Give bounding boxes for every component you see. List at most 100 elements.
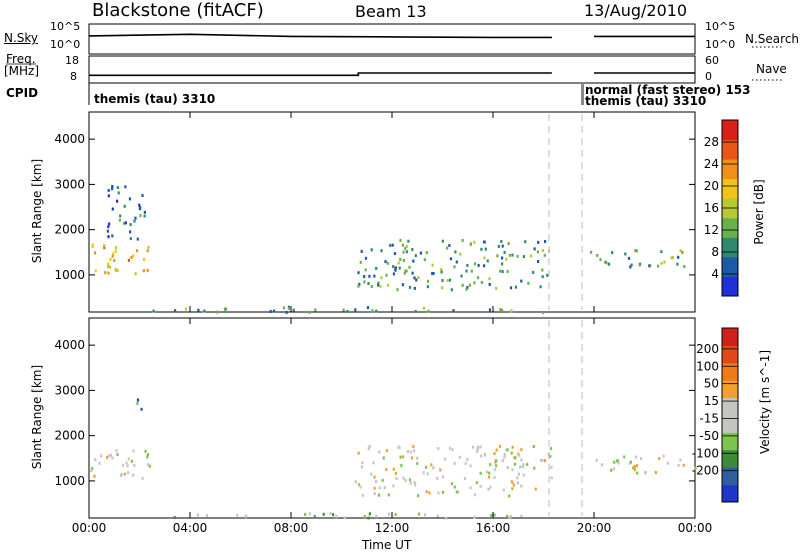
- echo-cell: [364, 256, 368, 260]
- colorbar-segment: [722, 484, 738, 503]
- echo-cell: [387, 512, 391, 516]
- colorbar-tick-label: -50: [699, 429, 719, 443]
- echo-cell: [393, 252, 396, 256]
- echo-cell: [196, 513, 199, 517]
- echo-cell: [444, 457, 447, 461]
- echo-cell: [116, 199, 119, 203]
- line-series: [88, 33, 695, 39]
- echo-cell: [119, 473, 122, 477]
- echo-cell: [590, 250, 593, 254]
- echo-cell: [139, 214, 142, 218]
- echo-cell: [132, 254, 135, 258]
- echo-cell: [404, 479, 407, 482]
- echo-cell: [459, 252, 462, 256]
- echo-cell: [495, 464, 498, 468]
- echo-cell: [466, 286, 469, 289]
- echo-cell: [425, 490, 428, 494]
- echo-cell: [361, 461, 364, 465]
- echo-cell: [409, 481, 412, 485]
- colorbar-tick-label: 15: [704, 394, 719, 408]
- echo-cell: [501, 262, 504, 266]
- echo-cell: [366, 306, 370, 310]
- echo-cell: [417, 276, 420, 280]
- echo-cell: [402, 250, 405, 254]
- echo-cell: [480, 454, 483, 458]
- echo-cell: [107, 454, 110, 458]
- echo-cell: [493, 468, 496, 472]
- echo-cell: [501, 270, 504, 274]
- echo-cell: [335, 515, 338, 518]
- echo-cell: [130, 256, 133, 259]
- echo-cell: [503, 455, 506, 459]
- echo-cell: [502, 488, 505, 492]
- echo-cell: [487, 475, 491, 479]
- echo-cell: [380, 276, 383, 280]
- echo-cell: [143, 257, 146, 261]
- echo-cell: [537, 260, 540, 263]
- echo-cell: [385, 468, 388, 472]
- echo-cell: [464, 462, 467, 466]
- colorbar-segment: [722, 328, 738, 346]
- echo-cell: [521, 465, 524, 469]
- echo-cell: [522, 473, 525, 477]
- echo-cell: [417, 512, 420, 516]
- echo-cell: [510, 309, 513, 313]
- echo-cell: [117, 191, 120, 195]
- echo-cell: [111, 254, 114, 258]
- echo-cell: [506, 448, 509, 452]
- echo-cell: [483, 240, 486, 244]
- station-title: Blackstone (fitACF): [92, 0, 264, 21]
- cpid-right-top-text: normal (fast stereo) 153: [585, 83, 751, 97]
- echo-cell: [522, 463, 525, 467]
- echo-cell: [395, 477, 398, 481]
- echo-cell: [539, 285, 542, 289]
- echo-cell: [422, 471, 425, 475]
- echo-cell: [205, 514, 208, 518]
- echo-cell: [313, 515, 316, 519]
- x-tick-label: 20:00: [577, 521, 612, 535]
- power-colorbar: 28 24 20 16 12 8 4: [704, 119, 739, 297]
- echo-cell: [107, 188, 110, 192]
- echo-cell: [666, 461, 669, 465]
- echo-cell: [107, 194, 110, 198]
- echo-cell: [681, 251, 684, 254]
- echo-cell: [387, 283, 390, 287]
- echo-cell: [401, 243, 404, 247]
- echo-cell: [368, 444, 371, 448]
- echo-cell: [423, 258, 426, 262]
- echo-cell: [463, 477, 466, 480]
- echo-cell: [111, 185, 114, 189]
- power-y-axis-label: Slant Range [km]: [30, 158, 44, 264]
- echo-cell: [632, 466, 635, 470]
- echo-cell: [533, 247, 536, 251]
- echo-cell: [119, 214, 122, 218]
- velocity-panel: [88, 317, 696, 519]
- echo-cell: [385, 273, 388, 277]
- echo-cell: [394, 268, 397, 272]
- echo-cell: [132, 473, 135, 477]
- colorbar-segment: [722, 397, 738, 416]
- freq-line: [89, 72, 695, 77]
- echo-cell: [511, 487, 514, 491]
- nsearch-ytick-bottom: 10^0: [705, 38, 736, 51]
- echo-cell: [141, 194, 144, 197]
- echo-cell: [660, 261, 663, 265]
- echo-cell: [512, 483, 516, 487]
- echo-cell: [114, 268, 117, 272]
- echo-cell: [507, 242, 510, 245]
- echo-cell: [648, 264, 651, 268]
- echo-cell: [139, 206, 142, 210]
- echo-cell: [373, 274, 376, 278]
- echo-cell: [136, 401, 139, 405]
- echo-cell: [104, 271, 107, 275]
- colorbar-tick-label: -200: [692, 464, 719, 478]
- echo-cell: [346, 309, 349, 313]
- colorbar-segment: [722, 432, 738, 451]
- echo-cell: [147, 245, 150, 249]
- colorbar-segment: [722, 449, 738, 468]
- echo-cell: [216, 310, 219, 314]
- echo-cell: [332, 513, 335, 517]
- cpid-right-bottom-text: themis (tau) 3310: [585, 94, 707, 108]
- cpid-switch-marker: [581, 83, 584, 105]
- echo-cell: [676, 262, 679, 266]
